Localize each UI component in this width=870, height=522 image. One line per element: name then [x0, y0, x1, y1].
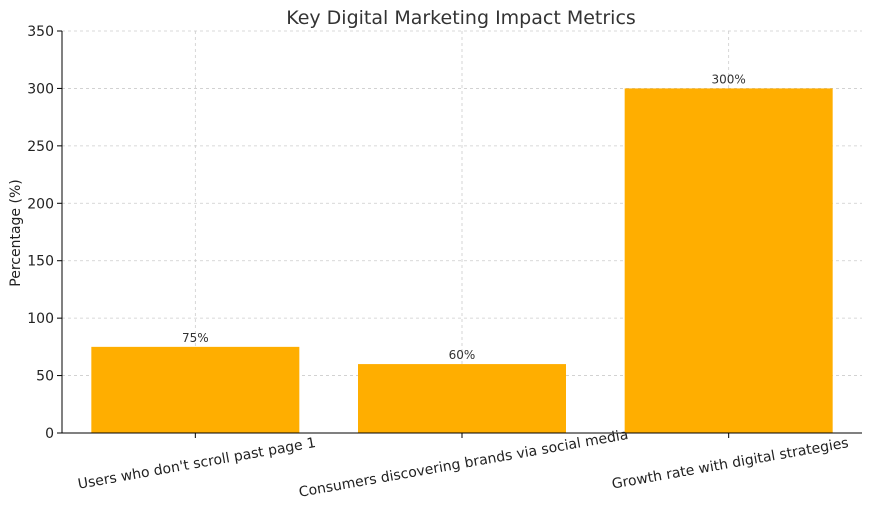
y-tick-label: 50	[36, 369, 54, 385]
y-axis-label: Percentage (%)	[8, 179, 24, 286]
bar-data-label: 75%	[182, 331, 209, 345]
y-tick-label: 350	[27, 24, 54, 40]
x-category-label: Users who don't scroll past page 1	[77, 435, 317, 493]
axis-layer	[57, 30, 862, 438]
bar-layer	[91, 88, 833, 433]
bar	[624, 88, 833, 433]
y-tick-label: 0	[45, 426, 54, 442]
y-tick-label: 150	[27, 254, 54, 270]
x-category-label: Growth rate with digital strategies	[611, 435, 850, 492]
y-tick-label: 250	[27, 139, 54, 155]
bar-data-label: 300%	[712, 72, 746, 86]
chart-title: Key Digital Marketing Impact Metrics	[286, 7, 636, 29]
bar	[91, 346, 300, 433]
y-tick-label: 200	[27, 196, 54, 212]
bar-data-label: 60%	[449, 348, 476, 362]
y-tick-label: 300	[27, 81, 54, 97]
bar	[358, 364, 566, 433]
x-category-label: Consumers discovering brands via social …	[298, 427, 630, 501]
y-tick-label: 100	[27, 311, 54, 327]
